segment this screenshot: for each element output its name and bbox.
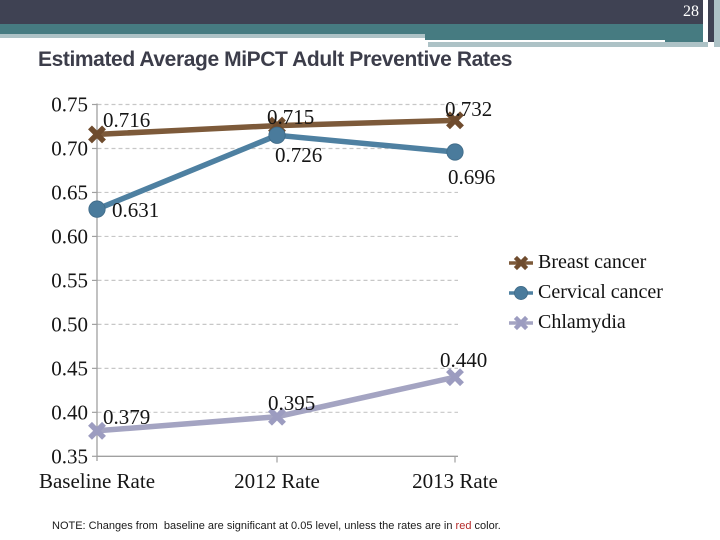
- header-teal-band-right: [425, 34, 703, 40]
- legend-item-chlamydia: Chlamydia: [508, 311, 663, 333]
- header-teal-band: [0, 24, 703, 34]
- cervical-cancer-marker-icon: [509, 285, 533, 300]
- data-point-chlamydia: [268, 407, 286, 426]
- header-bar: [0, 0, 703, 24]
- legend-label: Breast cancer: [538, 251, 647, 273]
- data-label: 0.732: [445, 97, 492, 121]
- legend-glyph: [514, 285, 528, 300]
- data-label: 0.379: [103, 405, 150, 429]
- data-label: 0.440: [440, 348, 487, 372]
- y-axis-label: 0.65: [51, 180, 88, 204]
- x-axis-category-label: 2012 Rate: [234, 469, 320, 493]
- legend-item-breast-cancer: Breast cancer: [508, 251, 663, 273]
- y-axis-label: 0.70: [51, 136, 88, 160]
- legend-label: Chlamydia: [538, 311, 626, 333]
- header-right-slate-stripe: [708, 0, 714, 42]
- footnote: NOTE: Changes from baseline are signific…: [52, 519, 672, 533]
- y-axis-label: 0.45: [51, 356, 88, 380]
- legend-glyph: [513, 255, 529, 270]
- header-teal-band-right-lower: [665, 39, 703, 43]
- data-label: 0.715: [267, 105, 314, 129]
- footnote-red-word: red: [455, 520, 472, 532]
- page-title: Estimated Average MiPCT Adult Preventive…: [38, 48, 513, 71]
- header-right-gray-stripe: [714, 0, 720, 47]
- header-light-band-right: [428, 42, 708, 47]
- y-axis-label: 0.55: [51, 268, 88, 292]
- data-label: 0.716: [103, 108, 150, 132]
- legend-item-cervical-cancer: Cervical cancer: [508, 281, 663, 303]
- data-point-breast-cancer: [88, 125, 106, 144]
- x-axis-category-label: Baseline Rate: [39, 469, 155, 493]
- data-label: 0.395: [268, 391, 315, 415]
- header-light-band-left: [0, 34, 425, 38]
- breast-cancer-marker-icon: [509, 255, 533, 270]
- chart-legend: Breast cancer Cervical cancer Chlamydia: [508, 251, 663, 342]
- data-label: 0.726: [275, 143, 322, 167]
- page-number: 28: [683, 3, 699, 20]
- data-point-chlamydia: [88, 421, 106, 440]
- y-axis-label: 0.75: [51, 93, 88, 117]
- footnote-text: NOTE: Changes from baseline are signific…: [52, 520, 456, 532]
- data-point-cervical-cancer: [88, 200, 106, 218]
- legend-label: Cervical cancer: [538, 281, 663, 303]
- legend-glyph: [513, 315, 529, 330]
- y-axis-label: 0.50: [51, 312, 88, 336]
- data-label: 0.696: [448, 165, 495, 189]
- y-axis-label: 0.40: [51, 400, 88, 424]
- footnote-text: color.: [471, 520, 501, 532]
- x-axis-category-label: 2013 Rate: [412, 469, 498, 493]
- data-point-breast-cancer: [446, 111, 464, 130]
- data-point-chlamydia: [446, 368, 464, 387]
- data-label: 0.631: [112, 198, 159, 222]
- y-axis-label: 0.60: [51, 224, 88, 248]
- data-point-cervical-cancer: [446, 143, 464, 161]
- chlamydia-marker-icon: [509, 315, 533, 330]
- y-axis-label: 0.35: [51, 444, 88, 468]
- data-point-cervical-cancer: [268, 126, 286, 144]
